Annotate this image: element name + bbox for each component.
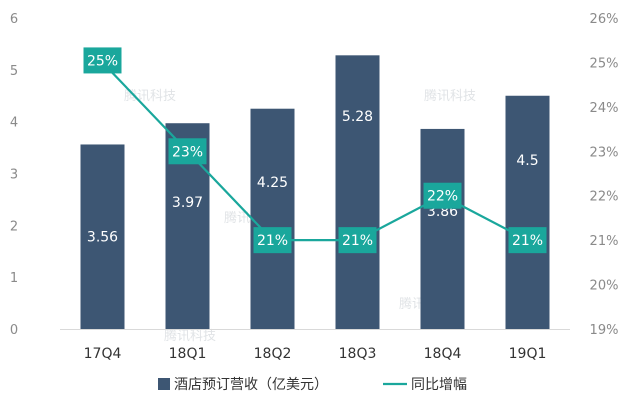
- x-category-label: 19Q1: [509, 346, 547, 362]
- line-point-label: 21%: [342, 233, 373, 249]
- y-right-tick-label: 24%: [590, 101, 619, 116]
- watermark: 腾讯科技: [124, 88, 176, 104]
- bar-value-label: 4.25: [257, 175, 288, 191]
- legend-bar-label: 酒店预订营收（亿美元）: [174, 377, 328, 393]
- y-right-tick-label: 25%: [590, 56, 619, 71]
- y-left-tick-label: 3: [10, 168, 18, 183]
- line-point-label-box: [338, 227, 377, 254]
- y-right-tick-label: 26%: [590, 12, 619, 27]
- line-point-label-box: [423, 182, 462, 209]
- legend-line-label: 同比增幅: [411, 377, 467, 393]
- bar-value-label: 3.97: [172, 195, 203, 211]
- bar: [505, 95, 550, 329]
- bar: [420, 128, 465, 329]
- line-point-label-box: [83, 47, 122, 74]
- y-right-tick-label: 23%: [590, 145, 619, 160]
- x-category-label: 17Q4: [84, 346, 122, 362]
- y-right-tick-label: 22%: [590, 190, 619, 205]
- x-category-label: 18Q4: [424, 346, 462, 362]
- x-category-label: 18Q2: [254, 346, 292, 362]
- y-left-tick-label: 4: [10, 116, 18, 131]
- line-point-label: 22%: [427, 189, 458, 205]
- bar: [250, 108, 295, 329]
- bar-value-label: 3.56: [87, 230, 118, 246]
- y-left-tick-label: 6: [10, 12, 18, 27]
- y-left-tick-label: 2: [10, 219, 18, 234]
- bar-value-label: 5.28: [342, 109, 373, 125]
- line-point-label-box: [508, 227, 547, 254]
- y-left-tick-label: 1: [10, 271, 18, 286]
- watermark: 腾讯科技: [424, 88, 476, 104]
- line-point-label: 21%: [512, 233, 543, 249]
- line-point-label: 23%: [172, 144, 203, 160]
- line-point-label: 21%: [257, 233, 288, 249]
- y-right-tick-label: 19%: [590, 323, 619, 338]
- bar: [335, 55, 380, 329]
- x-category-label: 18Q3: [339, 346, 377, 362]
- line-point-label-box: [253, 227, 292, 254]
- x-category-label: 18Q1: [169, 346, 207, 362]
- bar-value-label: 4.5: [516, 153, 538, 169]
- line-point-label: 25%: [87, 53, 118, 69]
- y-right-tick-label: 21%: [590, 234, 619, 249]
- legend-bar-swatch: [158, 378, 170, 390]
- y-right-tick-label: 20%: [590, 279, 619, 294]
- watermark: 腾讯科技: [164, 328, 216, 344]
- y-left-tick-label: 0: [10, 323, 18, 338]
- y-left-tick-label: 5: [10, 64, 18, 79]
- bar: [80, 144, 125, 329]
- line-point-label-box: [168, 138, 207, 165]
